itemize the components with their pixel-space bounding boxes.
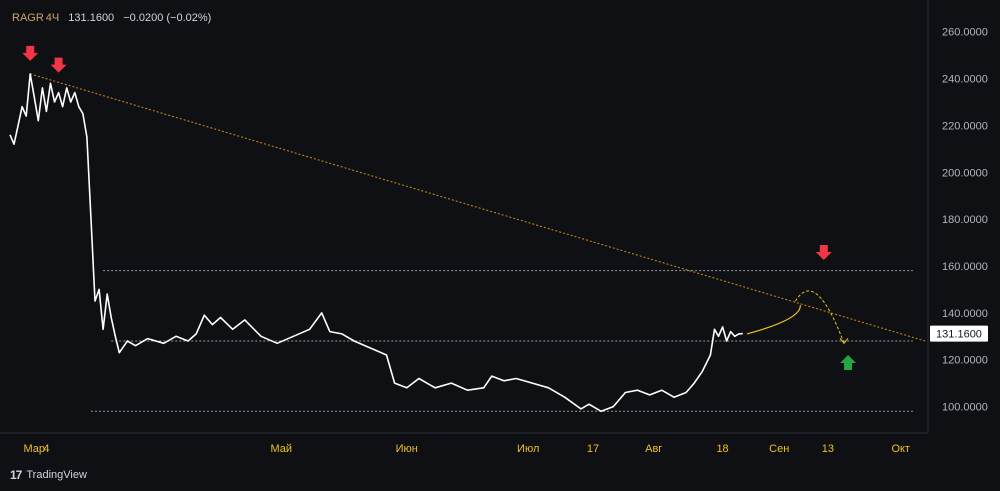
buy-arrow-icon [840, 355, 857, 371]
y-tick-label: 100.0000 [942, 402, 988, 414]
forecast-arrowhead [839, 338, 849, 345]
price-line [9, 73, 743, 413]
y-tick-label: 200.0000 [942, 167, 988, 179]
x-tick-label: 18 [716, 443, 728, 455]
brand[interactable]: 17 TradingView [10, 468, 87, 482]
x-tick-label: 13 [822, 443, 834, 455]
brand-name: TradingView [26, 469, 87, 481]
x-tick-label: Окт [891, 443, 910, 455]
y-tick-label: 220.0000 [942, 120, 988, 132]
last-price-label: 131.1600 [936, 329, 982, 341]
x-tick-label: Июн [396, 443, 418, 455]
x-tick-label: Июл [517, 443, 539, 455]
symbol-label[interactable]: RAGR [12, 12, 44, 24]
y-tick-label: 140.0000 [942, 308, 988, 320]
forecast-arrow-down [794, 290, 845, 344]
tradingview-logo-icon: 17 [10, 468, 22, 482]
price-label: 131.1600 [68, 12, 115, 24]
sell-arrow-icon [22, 45, 39, 61]
x-tick-label: Май [270, 443, 292, 455]
sell-arrow-icon [815, 245, 832, 261]
x-tick-label: Сен [769, 443, 789, 455]
y-tick-label: 260.0000 [942, 27, 988, 39]
x-tick-label: 4 [43, 443, 49, 455]
x-tick-label: 17 [587, 443, 599, 455]
y-tick-label: 120.0000 [942, 355, 988, 367]
trendline [30, 73, 926, 342]
x-tick-label: Мар [24, 443, 46, 455]
y-tick-label: 240.0000 [942, 74, 988, 86]
change-label: −0.0200 (−0.02%) [123, 12, 212, 24]
y-tick-label: 160.0000 [942, 261, 988, 273]
sell-arrow-icon [50, 57, 67, 73]
x-tick-label: Авг [645, 443, 662, 455]
last-price-box [930, 325, 988, 342]
chart-header: RAGR 4Ч 131.1600 −0.0200 (−0.02%) [12, 12, 217, 24]
interval-label[interactable]: 4Ч [45, 12, 60, 24]
y-tick-label: 180.0000 [942, 214, 988, 226]
forecast-arrow-up [746, 305, 801, 335]
